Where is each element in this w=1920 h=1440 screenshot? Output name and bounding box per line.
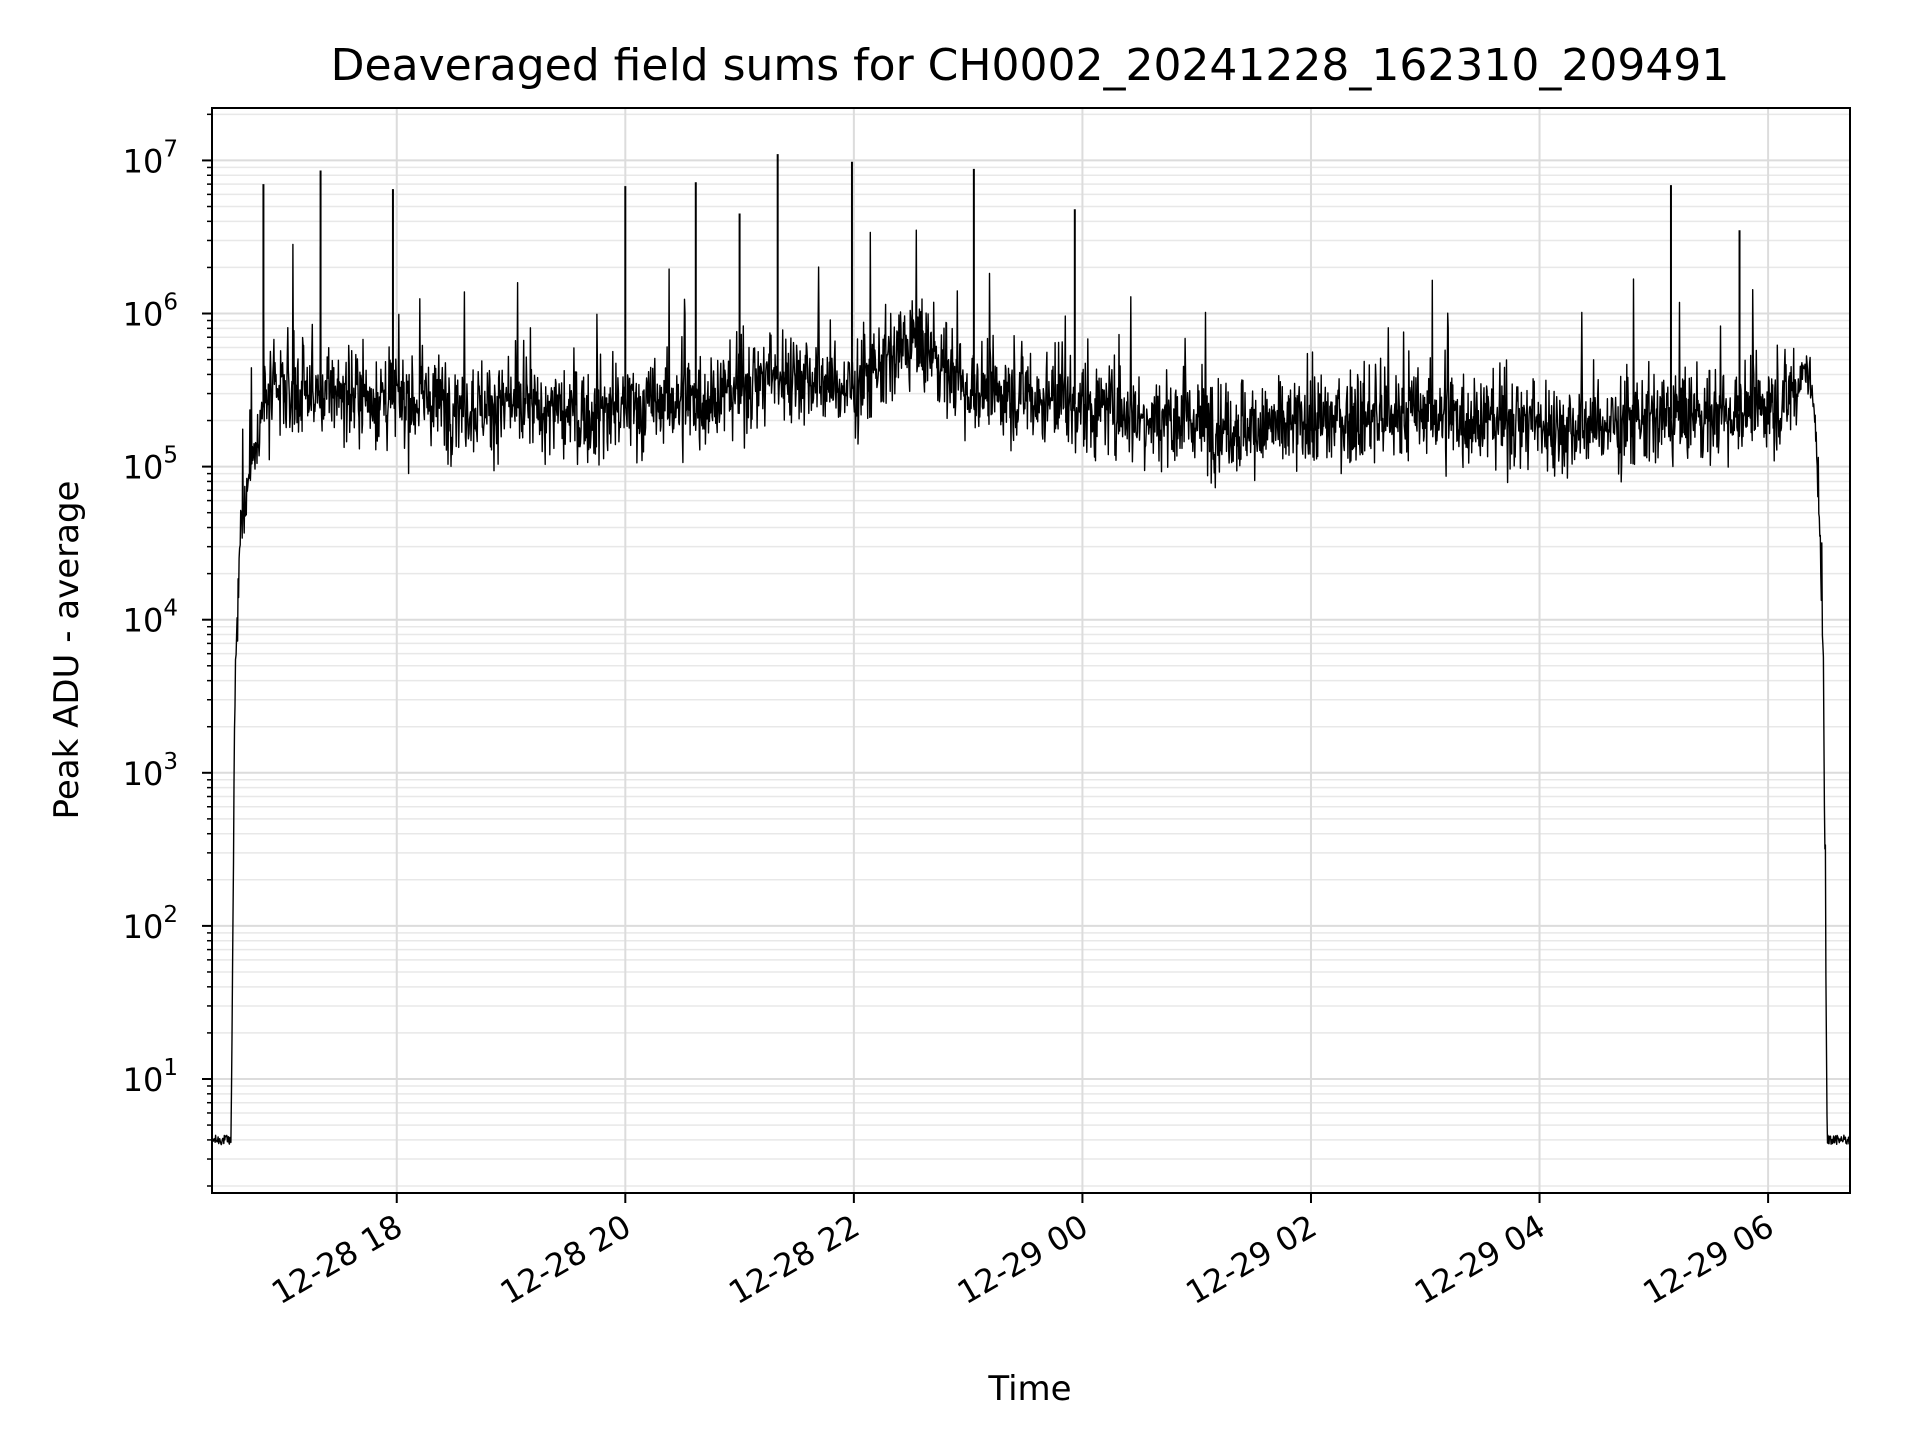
y-axis-label: Peak ADU - average — [47, 481, 87, 820]
series-line — [211, 229, 1851, 1146]
y-axis: 101 102 103 104 105 106 107 — [123, 113, 212, 1187]
y-tick-label: 103 — [123, 749, 178, 793]
grid — [212, 108, 1850, 1193]
plot-area — [211, 154, 1851, 1146]
y-tick-label: 104 — [123, 596, 178, 640]
chart-title: Deaveraged field sums for CH0002_2024122… — [331, 40, 1730, 91]
x-axis-label: Time — [987, 1369, 1071, 1409]
y-tick-label: 102 — [123, 902, 178, 946]
y-tick-label: 107 — [123, 136, 178, 180]
y-tick-label: 105 — [123, 443, 178, 487]
y-tick-label: 101 — [123, 1055, 178, 1099]
y-tick-label: 106 — [123, 290, 178, 334]
plot-frame — [211, 107, 1851, 1194]
